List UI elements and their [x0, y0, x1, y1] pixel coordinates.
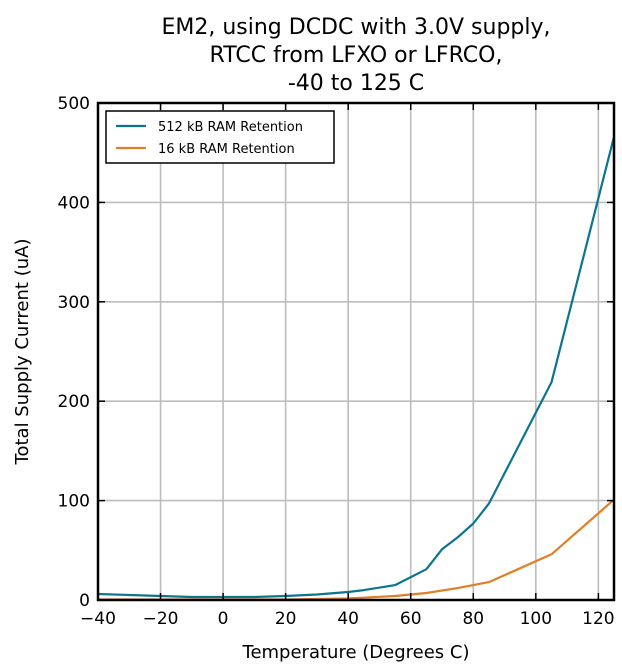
axis-ticks: −40 −20 0 20 40 60 80 100 120 0 100 200 300 400 500 [58, 94, 615, 629]
x-tick-label: 0 [218, 609, 229, 629]
chart-title-line: -40 to 125 C [288, 71, 424, 96]
x-tick-label: 40 [337, 609, 359, 629]
legend: 512 kB RAM Retention 16 kB RAM Retention [105, 110, 335, 164]
y-axis-label: Total Supply Current (uA) [12, 239, 33, 466]
chart-title: EM2, using DCDC with 3.0V supply, RTCC fr… [161, 15, 550, 96]
y-tick-label: 400 [58, 193, 90, 213]
x-tick-label: 20 [275, 609, 297, 629]
y-tick-label: 300 [58, 293, 90, 313]
x-tick-label: −20 [143, 609, 179, 629]
x-tick-label: 60 [400, 609, 422, 629]
series-line-1 [97, 136, 616, 599]
x-axis-label: Temperature (Degrees C) [242, 642, 470, 663]
y-tick-label: 0 [79, 591, 90, 611]
x-tick-label: 120 [582, 609, 614, 629]
grid [98, 103, 614, 600]
chart-title-line: RTCC from LFXO or LFRCO, [210, 43, 503, 68]
y-tick-label: 500 [58, 94, 90, 114]
y-tick-label: 200 [58, 392, 90, 412]
legend-label-2: 16 kB RAM Retention [158, 142, 295, 157]
x-tick-label: −40 [80, 609, 116, 629]
plot-frame [96, 101, 616, 602]
chart-title-line: EM2, using DCDC with 3.0V supply, [161, 15, 550, 40]
x-tick-label: 100 [520, 609, 552, 629]
x-tick-label: 80 [462, 609, 484, 629]
y-tick-label: 100 [58, 492, 90, 512]
legend-box [105, 110, 335, 164]
legend-label-1: 512 kB RAM Retention [158, 120, 303, 135]
